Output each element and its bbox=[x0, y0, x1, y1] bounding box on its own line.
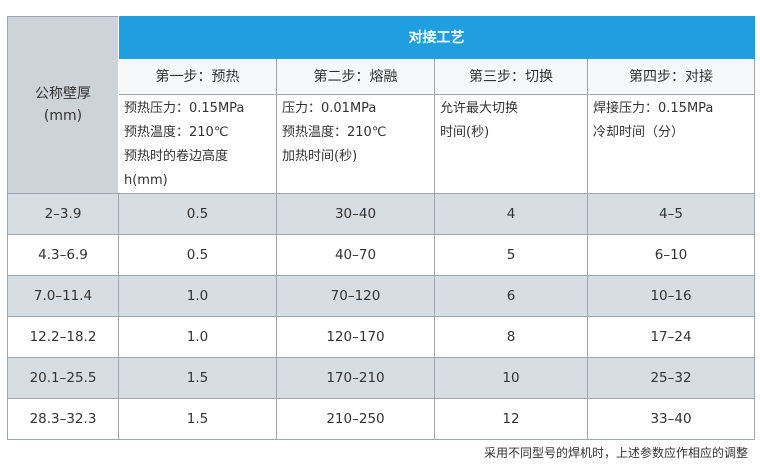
step-2-detail-line: 加热时间(秒) bbox=[282, 149, 358, 164]
step-2-detail-line: 压力：0.01MPa bbox=[282, 101, 377, 116]
table-row: 20.1–25.5 1.5 170–210 10 25–32 bbox=[7, 357, 755, 399]
thickness-cell: 4.3–6.9 bbox=[7, 234, 119, 276]
step-4-detail-line: 焊接压力：0.15MPa bbox=[593, 101, 714, 116]
step-4-header: 第四步：对接 bbox=[587, 58, 755, 95]
step-1-header: 第一步：预热 bbox=[118, 58, 277, 95]
preheat-cell: 1.5 bbox=[118, 398, 277, 440]
joint-cell: 4–5 bbox=[587, 193, 755, 235]
thickness-cell: 7.0–11.4 bbox=[7, 275, 119, 317]
table-row: 2–3.9 0.5 30–40 4 4–5 bbox=[7, 193, 755, 235]
joint-cell: 25–32 bbox=[587, 357, 755, 399]
preheat-cell: 1.0 bbox=[118, 316, 277, 358]
preheat-cell: 0.5 bbox=[118, 193, 277, 235]
step-1-detail-line: h(mm) bbox=[124, 173, 168, 188]
switch-cell: 5 bbox=[434, 234, 588, 276]
process-table-wrapper: 公称壁厚 (mm) 对接工艺 第一步：预热 第二步：熔融 第三步：切换 第四步：… bbox=[7, 16, 755, 440]
table-row: 28.3–32.3 1.5 210–250 12 33–40 bbox=[7, 398, 755, 440]
thickness-cell: 2–3.9 bbox=[7, 193, 119, 235]
step-4-detail-line: 冷却时间（分） bbox=[593, 125, 685, 140]
switch-cell: 10 bbox=[434, 357, 588, 399]
thickness-unit: (mm) bbox=[43, 108, 83, 124]
melt-cell: 40–70 bbox=[276, 234, 435, 276]
thickness-label: 公称壁厚 bbox=[35, 86, 91, 102]
step-2-detail: 压力：0.01MPa 预热温度：210℃ 加热时间(秒) bbox=[276, 94, 435, 194]
joint-cell: 10–16 bbox=[587, 275, 755, 317]
step-4-detail: 焊接压力：0.15MPa 冷却时间（分） bbox=[587, 94, 755, 194]
melt-cell: 170–210 bbox=[276, 357, 435, 399]
melt-cell: 30–40 bbox=[276, 193, 435, 235]
step-2-detail-line: 预热温度：210℃ bbox=[282, 125, 387, 140]
switch-cell: 6 bbox=[434, 275, 588, 317]
joint-cell: 17–24 bbox=[587, 316, 755, 358]
step-2-header: 第二步：熔融 bbox=[276, 58, 435, 95]
switch-cell: 8 bbox=[434, 316, 588, 358]
table-row: 7.0–11.4 1.0 70–120 6 10–16 bbox=[7, 275, 755, 317]
thickness-cell: 28.3–32.3 bbox=[7, 398, 119, 440]
joint-cell: 33–40 bbox=[587, 398, 755, 440]
step-1-detail-line: 预热时的卷边高度 bbox=[124, 149, 229, 164]
step-1-detail-line: 预热温度：210℃ bbox=[124, 125, 229, 140]
melt-cell: 210–250 bbox=[276, 398, 435, 440]
melt-cell: 70–120 bbox=[276, 275, 435, 317]
preheat-cell: 0.5 bbox=[118, 234, 277, 276]
step-3-detail-line: 允许最大切换 bbox=[440, 101, 519, 116]
step-3-detail: 允许最大切换 时间(秒) bbox=[434, 94, 588, 194]
step-1-detail: 预热压力：0.15MPa 预热温度：210℃ 预热时的卷边高度 h(mm) bbox=[118, 94, 277, 194]
preheat-cell: 1.0 bbox=[118, 275, 277, 317]
step-3-header: 第三步：切换 bbox=[434, 58, 588, 95]
switch-cell: 4 bbox=[434, 193, 588, 235]
footnote: 采用不同型号的焊机时，上述参数应作相应的调整 bbox=[483, 446, 748, 460]
switch-cell: 12 bbox=[434, 398, 588, 440]
table-row: 12.2–18.2 1.0 120–170 8 17–24 bbox=[7, 316, 755, 358]
process-group-title: 对接工艺 bbox=[118, 16, 755, 59]
preheat-cell: 1.5 bbox=[118, 357, 277, 399]
butt-fusion-process-table: 公称壁厚 (mm) 对接工艺 第一步：预热 第二步：熔融 第三步：切换 第四步：… bbox=[7, 16, 755, 440]
melt-cell: 120–170 bbox=[276, 316, 435, 358]
table-row: 4.3–6.9 0.5 40–70 5 6–10 bbox=[7, 234, 755, 276]
thickness-cell: 12.2–18.2 bbox=[7, 316, 119, 358]
step-1-detail-line: 预热压力：0.15MPa bbox=[124, 101, 245, 116]
thickness-cell: 20.1–25.5 bbox=[7, 357, 119, 399]
joint-cell: 6–10 bbox=[587, 234, 755, 276]
step-3-detail-line: 时间(秒) bbox=[440, 125, 490, 140]
thickness-header-cell: 公称壁厚 (mm) bbox=[7, 16, 119, 194]
